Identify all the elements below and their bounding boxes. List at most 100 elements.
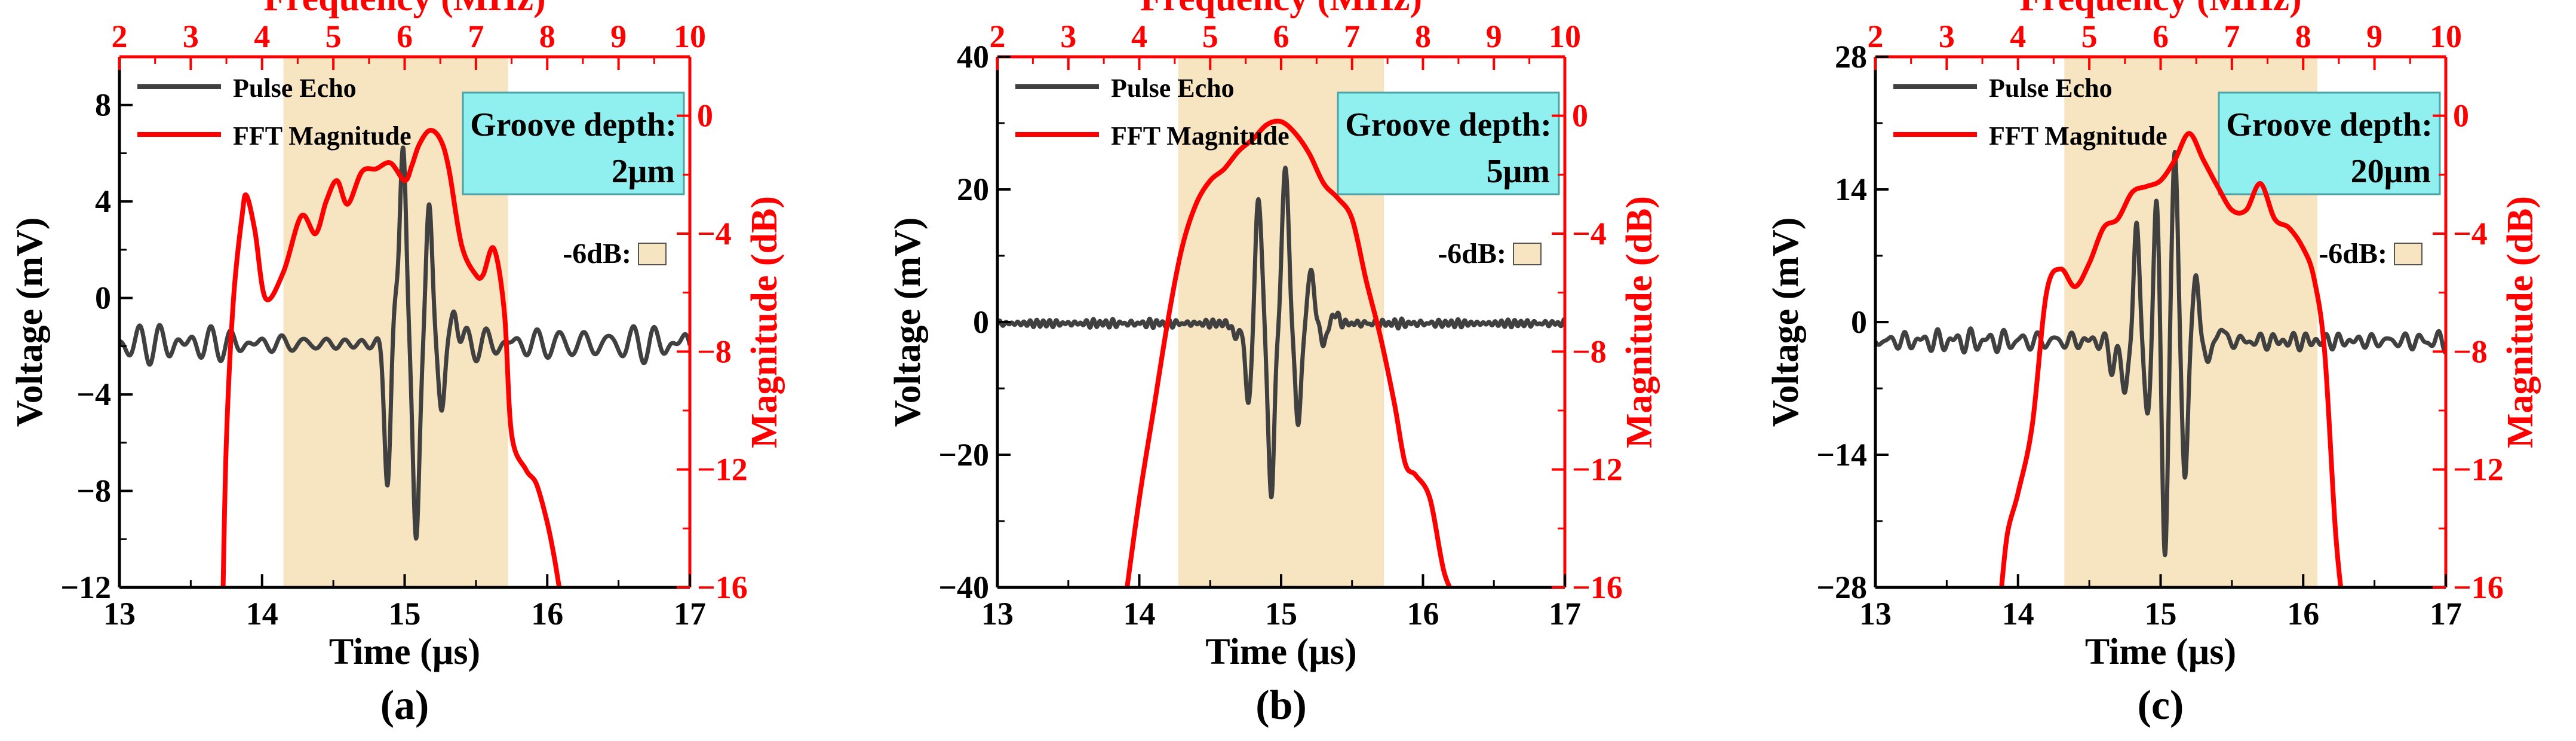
right-tick-label: −8 xyxy=(697,333,732,369)
top-tick-label: 5 xyxy=(1202,19,1218,54)
top-axis-title: Frequency (MHz) xyxy=(263,0,545,19)
right-tick-label: −8 xyxy=(2453,333,2488,369)
bottom-tick-label: 15 xyxy=(389,596,421,632)
top-tick-label: 10 xyxy=(674,19,706,54)
top-axis-title: Frequency (MHz) xyxy=(2019,0,2301,19)
right-tick-label: 0 xyxy=(1572,98,1588,134)
right-tick-label: 0 xyxy=(2453,98,2469,134)
top-tick-label: 5 xyxy=(2081,19,2098,54)
right-tick-label: −16 xyxy=(2453,569,2504,605)
bottom-tick-label: 16 xyxy=(1407,596,1439,632)
bottom-tick-label: 15 xyxy=(1265,596,1297,632)
top-tick-label: 9 xyxy=(1486,19,1502,54)
left-tick-label: −12 xyxy=(60,569,111,605)
band-6db-label: -6dB: xyxy=(2319,238,2387,270)
bottom-tick-label: 17 xyxy=(674,596,706,632)
left-tick-label: 8 xyxy=(95,87,111,123)
top-tick-label: 3 xyxy=(183,19,199,54)
band-6db-swatch xyxy=(638,243,667,265)
left-tick-label: 0 xyxy=(1851,304,1867,340)
groove-depth-box xyxy=(462,91,685,195)
bottom-axis-title: Time (µs) xyxy=(1205,632,1356,672)
bottom-tick-label: 14 xyxy=(1123,596,1156,632)
top-tick-label: 8 xyxy=(2295,19,2311,54)
left-tick-label: 40 xyxy=(957,39,989,75)
top-tick-label: 7 xyxy=(1344,19,1360,54)
left-tick-label: 28 xyxy=(1835,39,1867,75)
legend-label-2: FFT Magnitude xyxy=(1989,121,2167,151)
top-tick-label: 2 xyxy=(1868,19,1884,54)
right-tick-label: −4 xyxy=(1572,216,1607,252)
bottom-tick-label: 16 xyxy=(2287,596,2319,632)
bottom-tick-label: 17 xyxy=(2430,596,2462,632)
top-tick-label: 10 xyxy=(2430,19,2462,54)
top-tick-label: 9 xyxy=(2366,19,2382,54)
top-tick-label: 5 xyxy=(326,19,342,54)
top-tick-label: 7 xyxy=(2224,19,2240,54)
right-tick-label: −16 xyxy=(1572,569,1623,605)
top-tick-label: 7 xyxy=(468,19,484,54)
left-tick-label: 0 xyxy=(973,304,989,340)
panel-1: Groove depth: 2μm -6dB: Pulse Echo FFT Magni… xyxy=(10,0,785,728)
left-axis-title: Voltage (mV) xyxy=(1766,218,1806,427)
top-tick-label: 3 xyxy=(1060,19,1076,54)
panel-3: Groove depth: 20μm -6dB: Pulse Echo FFT Magn… xyxy=(1766,0,2541,728)
left-tick-label: −40 xyxy=(938,569,989,605)
panel-label: (b) xyxy=(1255,682,1307,728)
top-tick-label: 8 xyxy=(539,19,555,54)
panel-2: Groove depth: 5μm -6dB: Pulse Echo FFT Magni… xyxy=(888,0,1660,728)
left-tick-label: 20 xyxy=(957,172,989,207)
top-tick-label: 6 xyxy=(2153,19,2169,54)
groove-depth-title: Groove depth: xyxy=(1345,106,1552,143)
panel-label: (c) xyxy=(2138,682,2184,728)
bottom-tick-label: 17 xyxy=(1549,596,1581,632)
band-6db-swatch xyxy=(2394,243,2423,265)
top-tick-label: 2 xyxy=(112,19,128,54)
top-tick-label: 8 xyxy=(1415,19,1431,54)
left-tick-label: −8 xyxy=(76,473,111,509)
band-6db-swatch xyxy=(1513,243,1542,265)
right-tick-label: −16 xyxy=(697,569,748,605)
right-tick-label: −4 xyxy=(2453,216,2488,252)
series-layer xyxy=(119,128,690,587)
band-6db-label: -6dB: xyxy=(1438,238,1506,270)
groove-depth-value: 20μm xyxy=(2351,153,2431,190)
groove-depth-value: 5μm xyxy=(1487,153,1550,190)
left-tick-label: −14 xyxy=(1816,437,1867,473)
top-axis-title: Frequency (MHz) xyxy=(1140,0,1422,19)
left-axis-title: Voltage (mV) xyxy=(10,218,50,427)
pulse-echo-line xyxy=(119,145,690,541)
top-tick-label: 3 xyxy=(1939,19,1955,54)
left-tick-label: −28 xyxy=(1816,569,1867,605)
bottom-tick-label: 14 xyxy=(246,596,278,632)
band-6db-label: -6dB: xyxy=(563,238,631,270)
legend-label-2: FFT Magnitude xyxy=(1111,121,1289,151)
legend-label-1: Pulse Echo xyxy=(1111,74,1235,103)
bottom-axis-title: Time (µs) xyxy=(329,632,480,672)
left-tick-label: −4 xyxy=(76,376,111,412)
series-layer xyxy=(1875,131,2446,587)
top-tick-label: 9 xyxy=(610,19,627,54)
bottom-tick-label: 13 xyxy=(1859,596,1892,632)
fft-magnitude-line xyxy=(1999,131,2344,587)
left-axis-title: Voltage (mV) xyxy=(888,218,928,427)
left-tick-label: 4 xyxy=(95,183,111,219)
bottom-tick-label: 13 xyxy=(981,596,1014,632)
bottom-tick-label: 14 xyxy=(2002,596,2034,632)
top-tick-label: 10 xyxy=(1549,19,1581,54)
groove-depth-value: 2μm xyxy=(612,153,675,190)
right-tick-label: −4 xyxy=(697,216,732,252)
top-tick-label: 6 xyxy=(1273,19,1289,54)
right-tick-label: −12 xyxy=(1572,452,1623,488)
right-axis-title: Magnitude (dB) xyxy=(1619,196,1660,448)
left-tick-label: −20 xyxy=(938,437,989,473)
right-axis-title: Magnitude (dB) xyxy=(2500,196,2541,448)
pulse-echo-line xyxy=(997,166,1565,500)
top-tick-label: 2 xyxy=(990,19,1006,54)
right-tick-label: −8 xyxy=(1572,333,1607,369)
right-axis-title: Magnitude (dB) xyxy=(744,196,785,448)
bottom-tick-label: 13 xyxy=(103,596,136,632)
bottom-tick-label: 15 xyxy=(2145,596,2177,632)
groove-depth-title: Groove depth: xyxy=(2226,106,2433,143)
right-tick-label: −12 xyxy=(697,452,748,488)
